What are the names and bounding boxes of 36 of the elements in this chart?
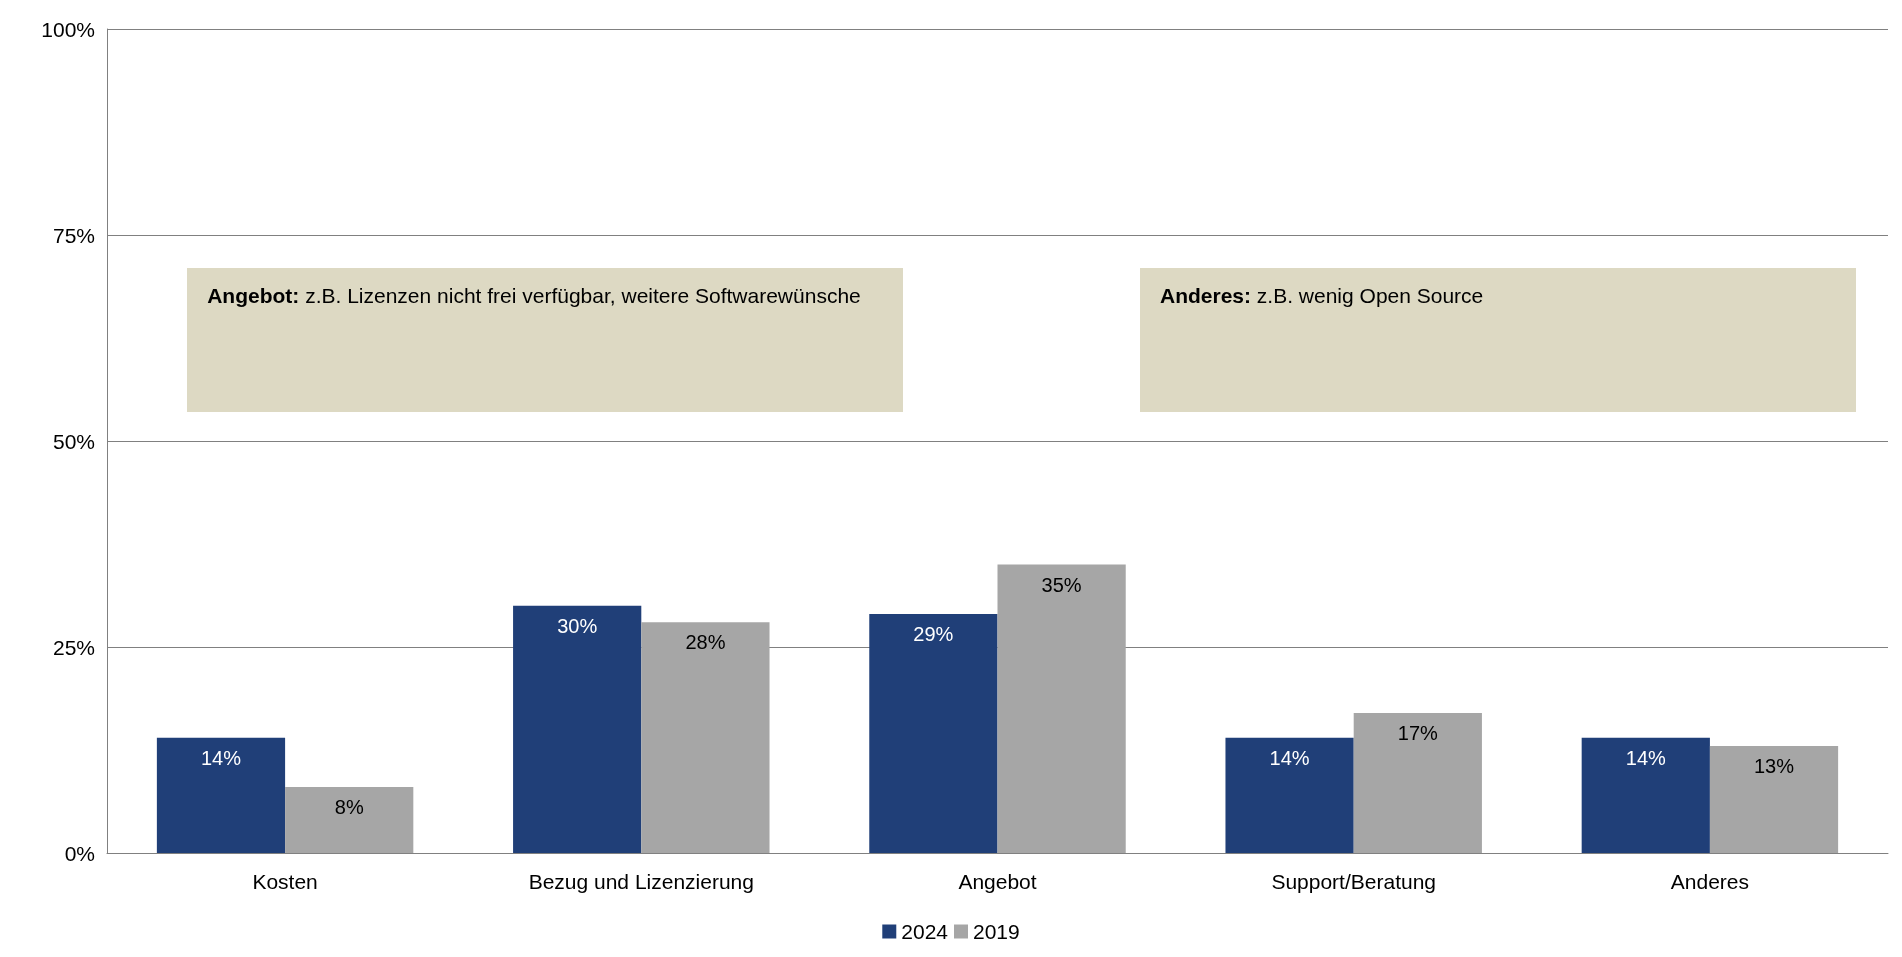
x-tick-label: Kosten	[252, 870, 318, 893]
bar	[156, 737, 286, 853]
note-box: Angebot: z.B. Lizenzen nicht frei verfügbar, weitere Softwarewünsche	[187, 267, 904, 413]
data-label: 35%	[1041, 573, 1082, 596]
x-tick-label: Bezug und Lizenzierung	[528, 870, 754, 893]
data-label: 14%	[1269, 746, 1310, 769]
y-tick-label: 50%	[52, 429, 95, 453]
data-label: 30%	[557, 614, 598, 637]
bar	[869, 614, 998, 853]
y-tick-label: 75%	[52, 223, 95, 247]
annotation: Angebot: z.B. Lizenzen nicht frei verfügbar, weitere Softwarewünsche	[207, 283, 861, 307]
bar	[1353, 712, 1482, 853]
annotation: Anderes: z.B. wenig Open Source	[1159, 283, 1484, 307]
y-tick-label: 25%	[52, 635, 95, 659]
data-label: 14%	[200, 746, 242, 769]
data-label: 29%	[913, 623, 954, 646]
note-box: Anderes: z.B. wenig Open Source	[1139, 267, 1856, 413]
bar	[641, 622, 770, 853]
bar	[285, 787, 414, 853]
x-tick-label: Anderes	[1670, 870, 1750, 893]
legend-label: 2019	[973, 920, 1020, 943]
data-label: 14%	[1625, 746, 1667, 769]
bar	[513, 605, 642, 853]
data-label: 17%	[1397, 721, 1439, 744]
bar	[1581, 737, 1710, 853]
bar	[1225, 737, 1354, 853]
data-label: 8%	[334, 796, 364, 819]
x-tick-label: Support/Beratung	[1271, 870, 1437, 893]
legend-label: 2024	[901, 920, 949, 943]
data-label: 13%	[1754, 754, 1795, 777]
y-tick-label: 0%	[64, 841, 95, 865]
data-label: 28%	[685, 631, 726, 654]
bar	[997, 564, 1126, 853]
bar	[1709, 745, 1839, 853]
x-tick-label: Angebot	[958, 870, 1037, 893]
y-tick-label: 100%	[41, 17, 95, 41]
